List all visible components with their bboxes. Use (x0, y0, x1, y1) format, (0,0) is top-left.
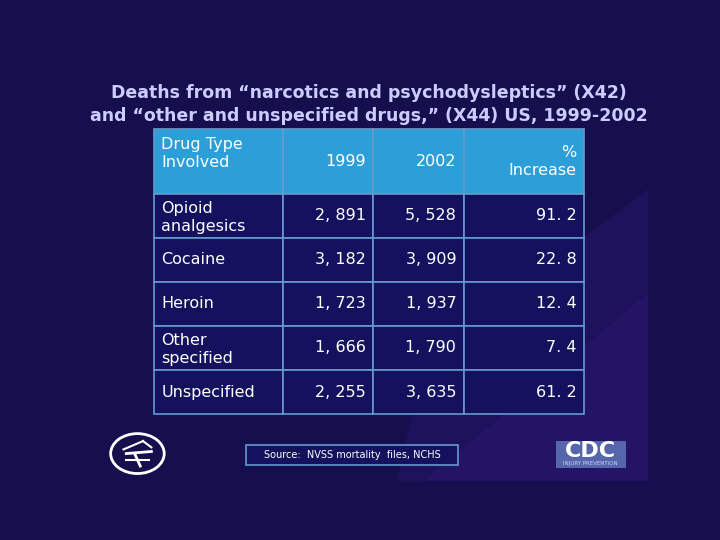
Text: 12. 4: 12. 4 (536, 296, 577, 312)
Text: 2, 891: 2, 891 (315, 208, 366, 223)
Text: Unspecified: Unspecified (161, 384, 255, 400)
FancyBboxPatch shape (373, 370, 464, 414)
FancyBboxPatch shape (154, 238, 283, 282)
Text: Cocaine: Cocaine (161, 252, 225, 267)
Text: Deaths from “narcotics and psychodysleptics” (X42)
and “other and unspecified dr: Deaths from “narcotics and psychodyslept… (90, 84, 648, 125)
Text: INJURY PREVENTION: INJURY PREVENTION (564, 461, 618, 466)
FancyBboxPatch shape (464, 129, 584, 194)
FancyBboxPatch shape (373, 129, 464, 194)
FancyBboxPatch shape (556, 441, 626, 468)
Text: 91. 2: 91. 2 (536, 208, 577, 223)
Text: 1, 937: 1, 937 (405, 296, 456, 312)
Text: 3, 635: 3, 635 (406, 384, 456, 400)
FancyBboxPatch shape (283, 129, 373, 194)
Text: 2002: 2002 (415, 154, 456, 169)
Text: 1, 666: 1, 666 (315, 340, 366, 355)
Text: Other
specified: Other specified (161, 333, 233, 367)
FancyBboxPatch shape (373, 326, 464, 370)
Text: CDC: CDC (565, 441, 616, 461)
Text: 3, 182: 3, 182 (315, 252, 366, 267)
FancyBboxPatch shape (283, 282, 373, 326)
FancyBboxPatch shape (154, 194, 283, 238)
Text: 7. 4: 7. 4 (546, 340, 577, 355)
FancyBboxPatch shape (154, 282, 283, 326)
FancyBboxPatch shape (154, 326, 283, 370)
Polygon shape (397, 190, 648, 481)
Text: 1, 790: 1, 790 (405, 340, 456, 355)
Text: %
Increase: % Increase (508, 145, 577, 178)
FancyBboxPatch shape (464, 282, 584, 326)
FancyBboxPatch shape (283, 326, 373, 370)
Text: 2, 255: 2, 255 (315, 384, 366, 400)
Text: Source:  NVSS mortality  files, NCHS: Source: NVSS mortality files, NCHS (264, 450, 441, 460)
Text: 5, 528: 5, 528 (405, 208, 456, 223)
FancyBboxPatch shape (246, 445, 459, 465)
FancyBboxPatch shape (154, 129, 283, 194)
Text: 1999: 1999 (325, 154, 366, 169)
Text: 3, 909: 3, 909 (405, 252, 456, 267)
Text: 22. 8: 22. 8 (536, 252, 577, 267)
FancyBboxPatch shape (154, 370, 283, 414)
Text: 1, 723: 1, 723 (315, 296, 366, 312)
FancyBboxPatch shape (464, 326, 584, 370)
FancyBboxPatch shape (283, 238, 373, 282)
FancyBboxPatch shape (373, 238, 464, 282)
FancyBboxPatch shape (464, 194, 584, 238)
Text: Heroin: Heroin (161, 296, 215, 312)
FancyBboxPatch shape (283, 194, 373, 238)
FancyBboxPatch shape (464, 370, 584, 414)
FancyBboxPatch shape (283, 370, 373, 414)
Text: 61. 2: 61. 2 (536, 384, 577, 400)
Text: Opioid
analgesics: Opioid analgesics (161, 201, 246, 234)
Polygon shape (425, 294, 648, 481)
FancyBboxPatch shape (464, 238, 584, 282)
FancyBboxPatch shape (373, 282, 464, 326)
Text: Drug Type
Involved: Drug Type Involved (161, 137, 243, 170)
FancyBboxPatch shape (373, 194, 464, 238)
